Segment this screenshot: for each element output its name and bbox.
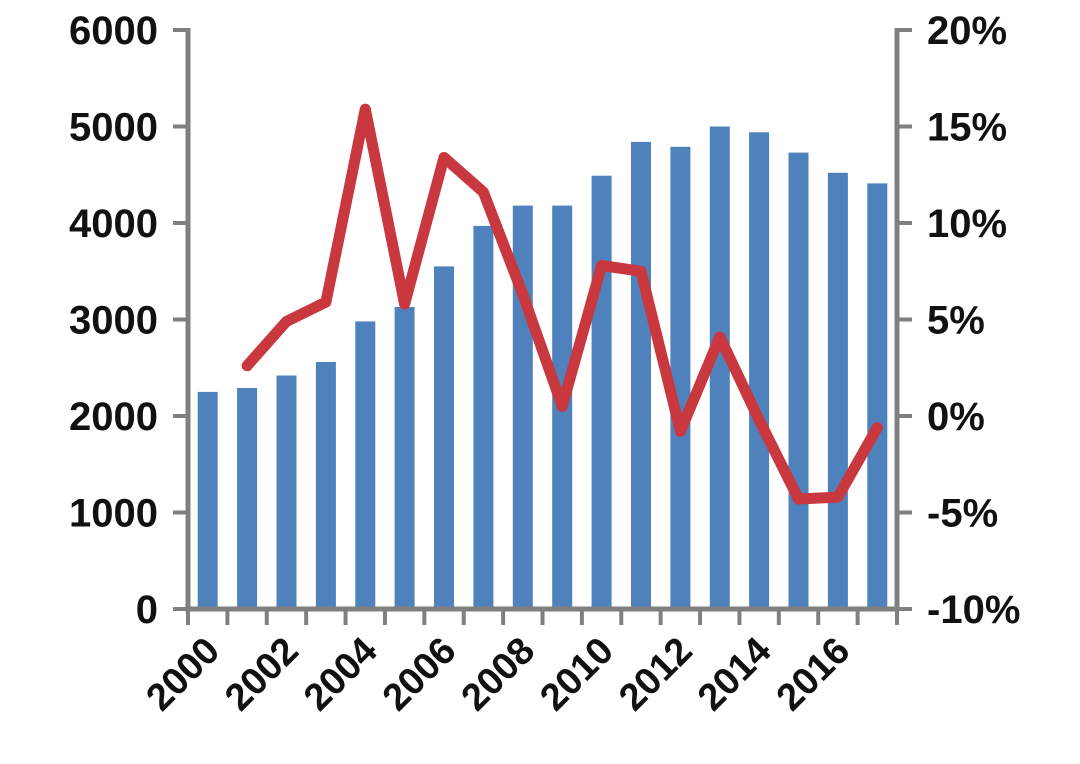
left-axis-tick-label: 6000	[69, 9, 158, 53]
x-axis-tick-label: 2014	[690, 630, 779, 719]
right-axis-tick-label: 0%	[927, 395, 985, 439]
x-axis-tick-label: 2004	[296, 630, 385, 719]
bar-2006	[434, 266, 454, 609]
left-axis-tick-label: 0	[136, 588, 158, 632]
left-axis-tick-label: 3000	[69, 299, 158, 343]
bar-2016	[827, 172, 848, 610]
right-axis-tick-label: -10%	[927, 588, 1020, 632]
x-axis-tick-label: 2010	[532, 630, 621, 719]
left-axis-tick-label: 5000	[69, 106, 158, 150]
left-axis-tick-label: 2000	[69, 395, 158, 439]
bar-2014	[749, 132, 770, 610]
bar-2001	[237, 388, 258, 609]
left-axis-tick-label: 4000	[69, 202, 158, 246]
bar-2015	[788, 152, 809, 609]
bar-2002	[276, 375, 297, 609]
bar-2000	[197, 391, 218, 609]
bar-2017	[867, 183, 888, 609]
x-axis-tick-label: 2008	[454, 630, 543, 719]
bar-2013	[709, 126, 730, 609]
left-axis-tick-label: 1000	[69, 492, 158, 536]
x-axis-tick-label: 2012	[611, 630, 700, 719]
bar-2003	[315, 362, 336, 609]
x-axis-tick-label: 2002	[217, 630, 306, 719]
x-axis-tick-label: 2000	[139, 630, 228, 719]
x-axis-tick-label: 2016	[769, 630, 858, 719]
right-axis-tick-label: 15%	[927, 106, 1007, 150]
yoy-growth-line	[241, 103, 883, 505]
bar-2004	[355, 321, 376, 609]
right-axis-tick-label: -5%	[927, 492, 998, 536]
right-axis-tick-label: 20%	[927, 9, 1007, 53]
x-axis-tick-label: 2006	[375, 630, 464, 719]
right-axis-tick-label: 10%	[927, 202, 1007, 246]
bar-2011	[631, 141, 651, 609]
bar-2007	[473, 225, 494, 609]
right-axis-tick-label: 5%	[927, 299, 985, 343]
bar-2012	[670, 146, 691, 610]
bar-2005	[394, 307, 415, 609]
bar-2010	[591, 175, 612, 609]
